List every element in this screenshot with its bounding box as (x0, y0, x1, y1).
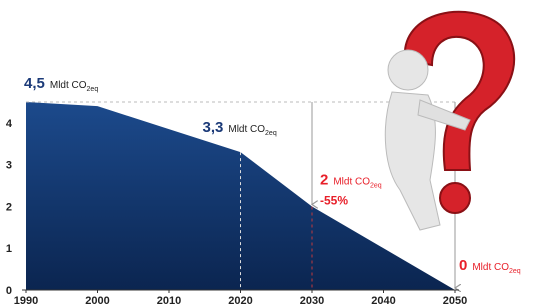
x-tick-label: 2030 (300, 295, 324, 307)
unit: Mldt CO (228, 124, 265, 135)
value-label: 2 Mldt CO2eq (320, 171, 382, 189)
x-tick-label: 2020 (228, 295, 252, 307)
question-dot (440, 183, 470, 213)
chart: 0 1 2 3 4 1990 2000 2010 2020 2030 2040 2050 4,5 Mldt… (0, 0, 538, 308)
unit-sub: 2eq (265, 130, 277, 137)
value-number: 0 (459, 257, 467, 274)
value-number: 4,5 (24, 75, 45, 92)
value-number: 3,3 (203, 119, 224, 136)
unit-sub: 2eq (370, 182, 382, 189)
y-tick-label: 4 (6, 118, 13, 130)
unit: Mldt CO (472, 262, 509, 273)
value-number: 2 (320, 171, 328, 188)
unit: Mldt CO (333, 176, 370, 187)
x-tick-label: 2010 (157, 295, 181, 307)
y-tick-label: 0 (6, 285, 12, 297)
x-tick-label: 2000 (85, 295, 109, 307)
annotation: -55% (320, 193, 348, 207)
unit: Mldt CO (50, 80, 87, 91)
value-label: 0 Mldt CO2eq (459, 257, 521, 275)
unit-sub: 2eq (87, 86, 99, 93)
y-tick-label: 3 (6, 160, 12, 172)
x-tick-label: 2040 (371, 295, 395, 307)
y-tick-label: 2 (6, 201, 12, 213)
x-tick-label: 1990 (14, 295, 38, 307)
unit-sub: 2eq (509, 268, 521, 275)
illustration (385, 12, 514, 230)
value-label: 4,5 Mldt CO2eq (24, 75, 98, 93)
x-tick-label: 2050 (443, 295, 467, 307)
y-tick-label: 1 (6, 243, 12, 255)
figure-head (388, 50, 428, 90)
value-label: 3,3 Mldt CO2eq (203, 119, 277, 137)
